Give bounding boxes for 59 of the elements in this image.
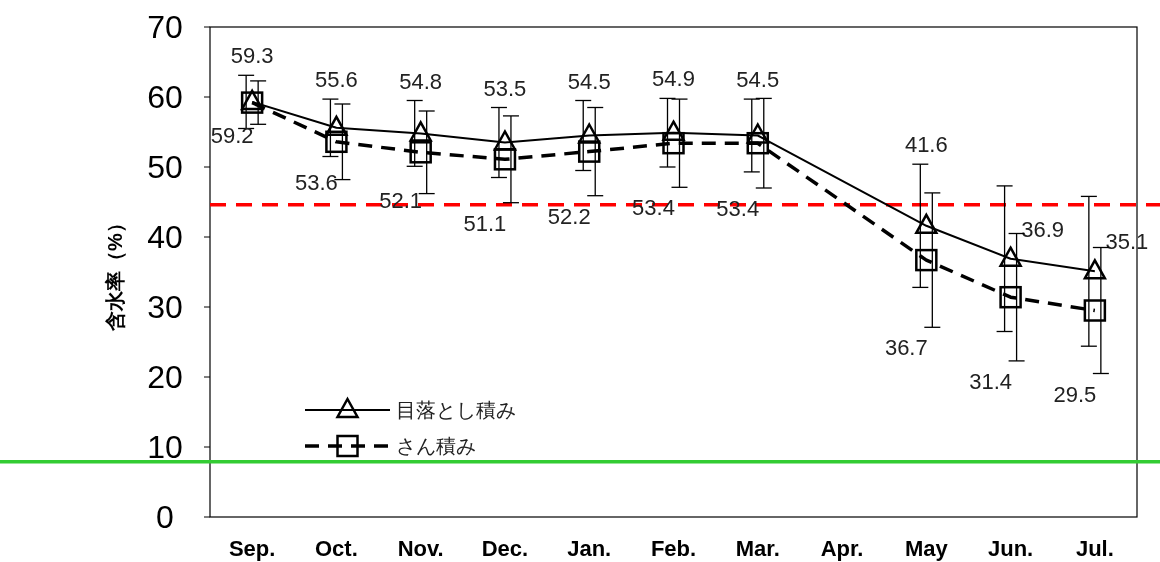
data-label: 54.9	[652, 66, 695, 92]
x-tick-label: Oct.	[315, 536, 358, 561]
legend-label: 目落とし積み	[396, 399, 516, 421]
data-label: 59.3	[230, 43, 274, 69]
legend-label: さん積み	[396, 435, 476, 457]
y-tick-label: 40	[147, 219, 183, 255]
point	[1083, 259, 1107, 280]
data-label: 53.5	[483, 75, 527, 101]
point	[662, 120, 685, 141]
point	[915, 213, 938, 235]
y-axis-title: 含水率（%）	[104, 213, 126, 332]
data-label: 51.1	[463, 210, 507, 236]
x-tick-label: Feb.	[650, 536, 697, 561]
point	[409, 121, 432, 142]
data-label: 52.1	[379, 188, 423, 214]
x-tick-label: Nov.	[397, 536, 444, 561]
point	[577, 140, 601, 163]
data-label: 55.6	[315, 67, 358, 93]
x-tick-label: Mar.	[735, 536, 780, 561]
point	[1083, 299, 1107, 322]
y-tick-label: 50	[147, 149, 183, 185]
point	[746, 123, 770, 144]
point	[409, 141, 432, 164]
x-tick-label: Jan.	[567, 536, 612, 561]
point	[493, 148, 517, 171]
point	[577, 123, 601, 144]
y-tick-label: 0	[156, 499, 174, 535]
point	[746, 131, 770, 155]
x-tick-label: May	[904, 536, 949, 561]
y-tick-label: 60	[147, 79, 183, 115]
data-label: 54.5	[567, 68, 611, 94]
data-label: 53.4	[632, 195, 675, 221]
point	[999, 285, 1022, 309]
data-label: 36.9	[1021, 216, 1065, 242]
data-label: 59.2	[210, 122, 254, 148]
data-label: 36.7	[884, 335, 928, 361]
point	[662, 131, 685, 155]
x-tick-label: Apr.	[820, 536, 864, 561]
data-label: 54.5	[736, 67, 780, 93]
x-tick-label: Sep.	[228, 536, 276, 561]
data-label: 52.2	[547, 203, 591, 229]
x-tick-label: Jun.	[987, 536, 1034, 561]
data-label: 31.4	[969, 368, 1013, 394]
x-tick-label: Jul.	[1075, 536, 1114, 561]
data-label: 29.5	[1053, 381, 1097, 407]
point	[325, 115, 348, 137]
point	[325, 130, 348, 154]
y-tick-label: 10	[147, 429, 183, 465]
point	[915, 248, 938, 272]
y-tick-label: 30	[147, 289, 183, 325]
point	[999, 246, 1022, 267]
data-label: 53.6	[295, 169, 338, 195]
y-tick-label: 70	[147, 9, 183, 45]
data-label: 41.6	[904, 132, 948, 158]
x-tick-label: Dec.	[481, 536, 529, 561]
data-label: 54.8	[399, 68, 443, 94]
y-tick-label: 20	[147, 359, 183, 395]
data-label: 53.4	[716, 196, 760, 221]
point	[493, 130, 517, 151]
